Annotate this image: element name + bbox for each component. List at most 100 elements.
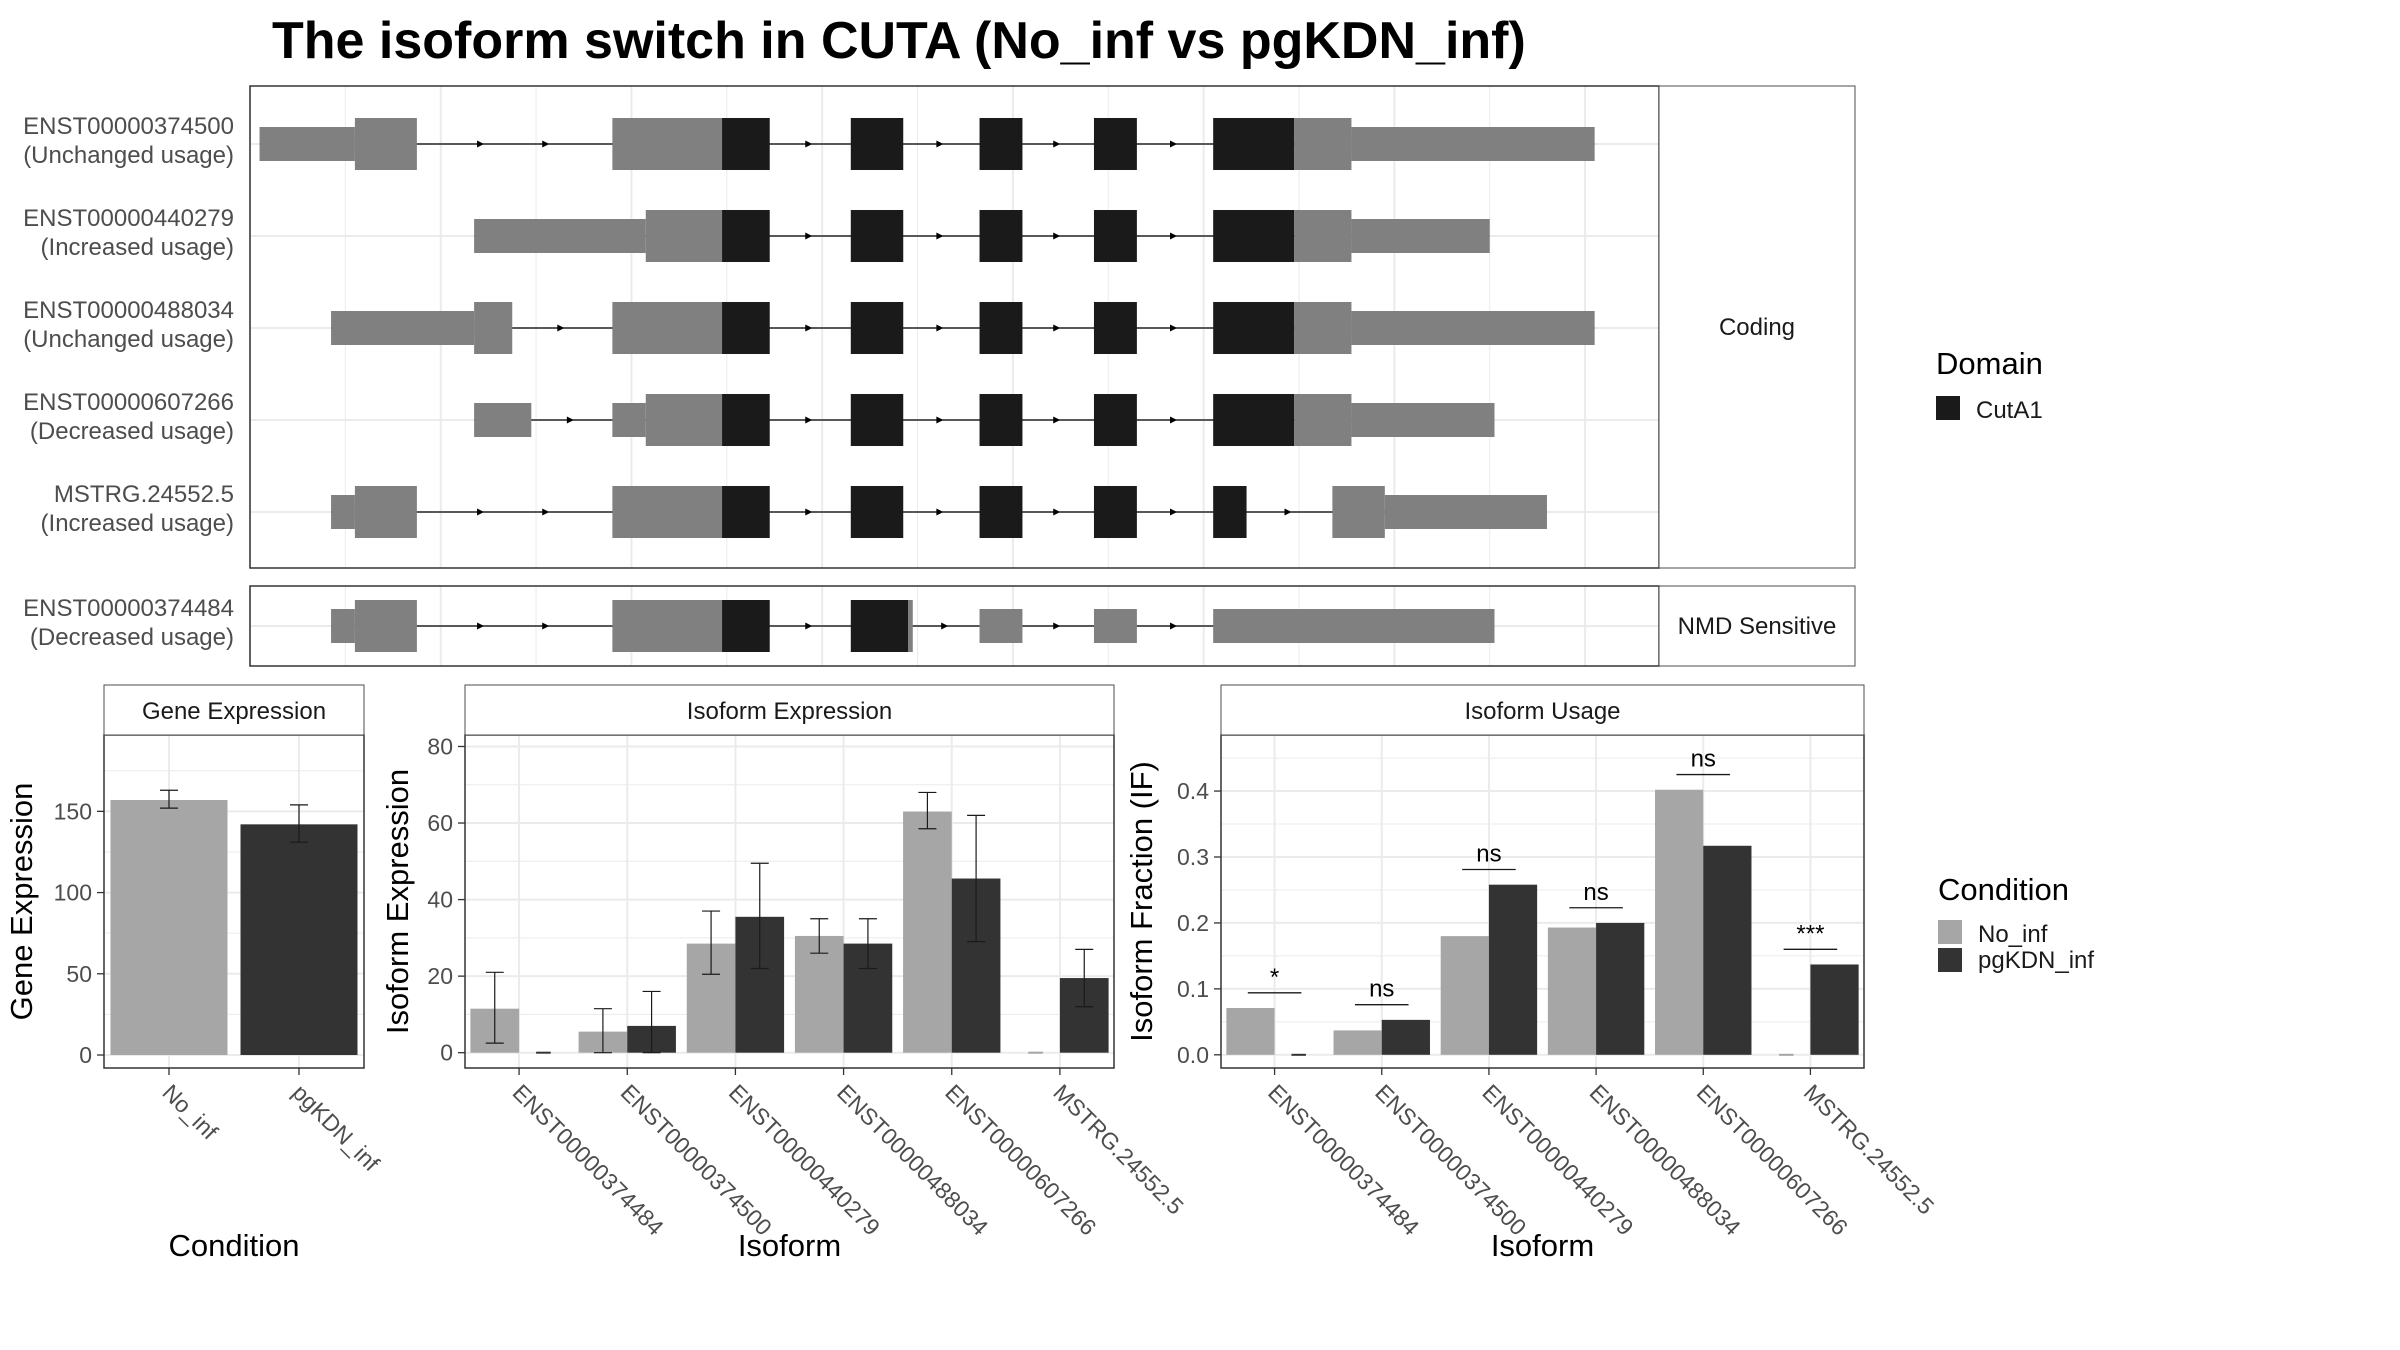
utr-exon: [612, 486, 723, 538]
figure-title: The isoform switch in CUTA (No_inf vs pg…: [272, 12, 1526, 70]
x-tick-label: No_inf: [157, 1079, 223, 1145]
y-tick-label: 100: [54, 880, 92, 906]
facet-nmd-sensitive: ENST00000374484(Decreased usage) NMD Sens…: [23, 585, 1856, 667]
legend-label: No_inf: [1978, 921, 2048, 948]
direction-arrow: [542, 622, 550, 630]
bar: [1703, 845, 1752, 1055]
domain-exon: [850, 302, 904, 354]
direction-arrow: [1053, 416, 1061, 424]
gene-structure-plot: ENST00000374500(Unchanged usage)ENST0000…: [23, 85, 1856, 667]
legend-key: [1938, 948, 1962, 972]
transcript-label: ENST00000488034: [23, 297, 234, 324]
utr-exon: [979, 609, 1023, 643]
legend-title: Condition: [1938, 872, 2069, 907]
utr-exon: [354, 118, 417, 170]
direction-arrow: [1170, 416, 1178, 424]
utr-exon: [612, 600, 723, 652]
direction-arrow: [936, 416, 944, 424]
utr-exon: [1294, 210, 1352, 262]
bar: [903, 811, 952, 1053]
panel-title: Gene Expression: [142, 698, 326, 725]
transcript-label: (Decreased usage): [30, 418, 234, 445]
direction-arrow: [1053, 622, 1061, 630]
y-tick-label: 50: [66, 961, 92, 987]
domain-exon: [1213, 210, 1295, 262]
panel-title: Isoform Usage: [1464, 698, 1620, 725]
facet-strip-label: Coding: [1719, 314, 1795, 341]
direction-arrow: [566, 416, 574, 424]
utr-exon: [1294, 394, 1352, 446]
domain-exon: [1093, 118, 1137, 170]
transcript-enst00000607266: [474, 394, 1495, 446]
bar: [110, 799, 228, 1056]
direction-arrow: [1170, 140, 1178, 148]
utr-exon: [645, 394, 723, 446]
utr-exon: [1351, 403, 1495, 437]
domain-exon: [722, 394, 770, 446]
domain-exon: [850, 394, 904, 446]
y-tick-label: 0.4: [1177, 778, 1209, 804]
direction-arrow: [1053, 232, 1061, 240]
transcript-label: (Unchanged usage): [23, 326, 234, 353]
direction-arrow: [477, 622, 485, 630]
direction-arrow: [542, 140, 550, 148]
direction-arrow: [542, 508, 550, 516]
facet-strip: [1658, 85, 1856, 569]
domain-exon: [1213, 302, 1295, 354]
domain-exon: [979, 118, 1023, 170]
utr-exon: [612, 403, 646, 437]
domain-exon: [979, 302, 1023, 354]
direction-arrow: [1170, 232, 1178, 240]
direction-arrow: [805, 324, 813, 332]
y-tick-label: 0.3: [1177, 844, 1209, 870]
domain-exon: [850, 210, 904, 262]
utr-exon: [331, 495, 355, 529]
transcript-label: ENST00000440279: [23, 205, 234, 232]
direction-arrow: [936, 140, 944, 148]
direction-arrow: [805, 140, 813, 148]
domain-exon: [979, 486, 1023, 538]
y-tick-label: 0.2: [1177, 910, 1209, 936]
utr-exon: [645, 210, 723, 262]
legend-label: pgKDN_inf: [1978, 947, 2094, 974]
utr-exon: [612, 118, 723, 170]
bar: [240, 824, 358, 1056]
legend-key: [1936, 396, 1960, 420]
utr-exon: [1294, 118, 1352, 170]
facet-strip: [1658, 585, 1856, 667]
y-tick-label: 0.1: [1177, 976, 1209, 1002]
utr-exon: [1294, 302, 1352, 354]
utr-exon: [908, 600, 913, 652]
domain-legend: Domain CutA1: [1936, 346, 2043, 424]
isoform-usage-plot: * ns ns ns ns *** Isoform Usage 0.0 0.1 0.2 0.3 0.4…: [1124, 684, 1939, 1263]
domain-exon: [722, 210, 770, 262]
direction-arrow: [1170, 324, 1178, 332]
domain-exon: [1093, 210, 1137, 262]
domain-exon: [722, 118, 770, 170]
utr-exon: [1384, 495, 1547, 529]
legend-label: CutA1: [1976, 397, 2043, 424]
facet-strip-label: NMD Sensitive: [1678, 613, 1837, 640]
transcript-label: (Unchanged usage): [23, 142, 234, 169]
panel-strip: [103, 684, 365, 736]
y-axis-title: Isoform Expression: [380, 769, 415, 1034]
direction-arrow: [936, 508, 944, 516]
y-tick-label: 60: [427, 810, 453, 836]
bar: [794, 935, 844, 1053]
significance-label: ***: [1796, 920, 1824, 947]
y-axis-title: Gene Expression: [4, 783, 39, 1021]
bar: [1655, 789, 1704, 1055]
x-axis-title: Condition: [169, 1228, 300, 1263]
transcript-mstrg-24552-5: [331, 486, 1547, 538]
utr-exon: [1351, 219, 1490, 253]
y-tick-label: 0: [79, 1042, 92, 1068]
domain-exon: [722, 600, 770, 652]
y-tick-label: 40: [427, 887, 453, 913]
utr-exon: [474, 302, 513, 354]
y-axis-title: Isoform Fraction (IF): [1124, 761, 1159, 1042]
direction-arrow: [1053, 508, 1061, 516]
domain-exon: [1093, 486, 1137, 538]
utr-exon: [331, 311, 475, 345]
domain-exon: [850, 118, 904, 170]
panel-strip: [464, 684, 1115, 736]
